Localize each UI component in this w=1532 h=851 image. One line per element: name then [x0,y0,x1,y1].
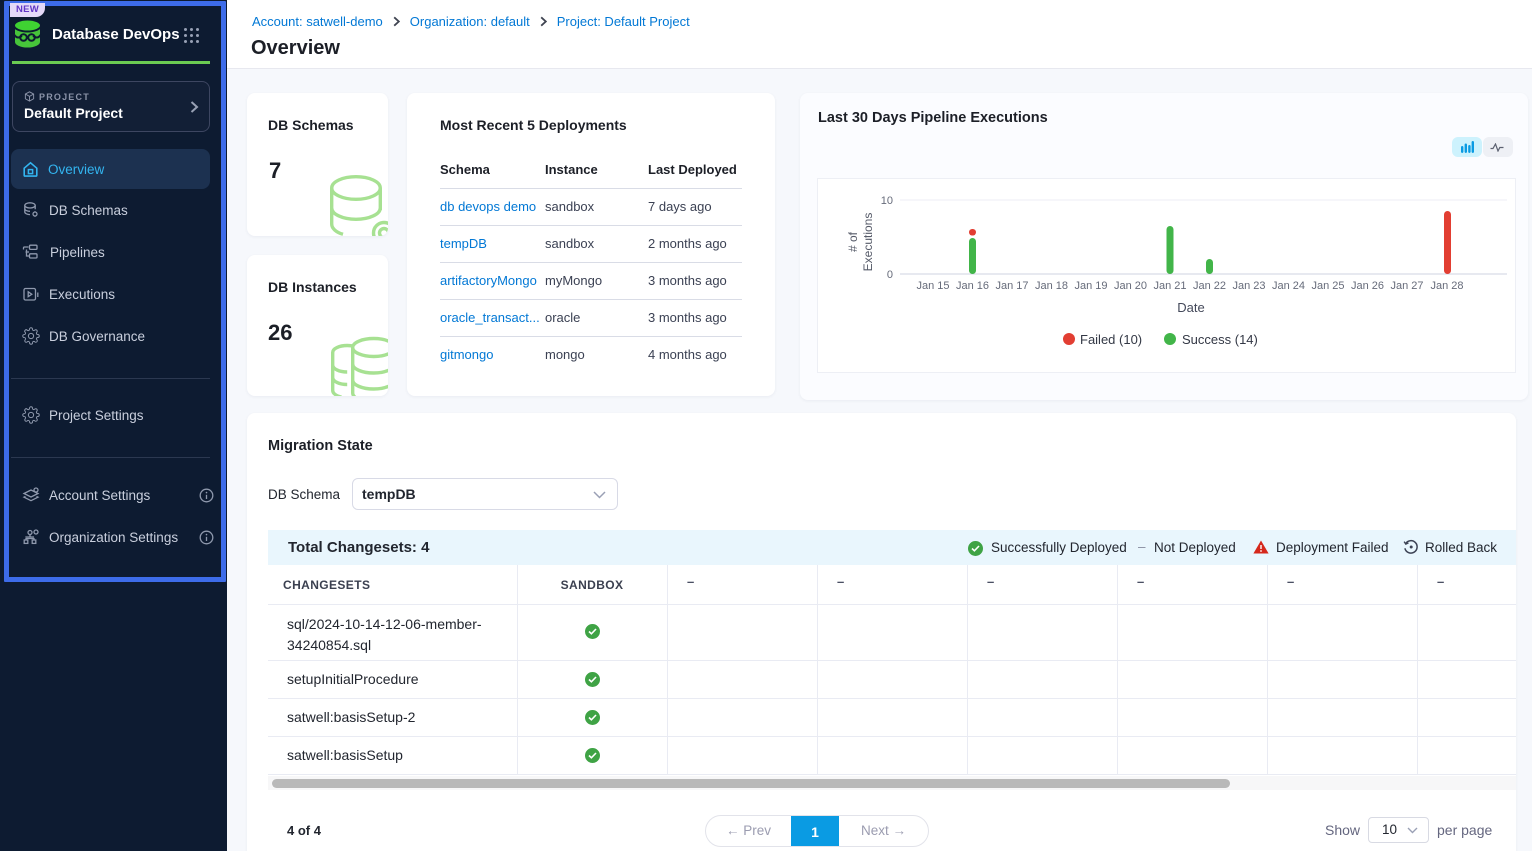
svg-text:Jan 26: Jan 26 [1351,280,1384,292]
svg-text:Jan 25: Jan 25 [1311,280,1344,292]
svg-text:Jan 19: Jan 19 [1074,280,1107,292]
svg-text:Executions: Executions [861,213,875,272]
svg-text:# of: # of [846,231,860,252]
svg-text:Jan 22: Jan 22 [1193,280,1226,292]
svg-text:Jan 20: Jan 20 [1114,280,1147,292]
svg-text:Jan 18: Jan 18 [1035,280,1068,292]
svg-text:Jan 24: Jan 24 [1272,280,1305,292]
svg-text:Failed (10): Failed (10) [1080,332,1142,347]
svg-text:Success (14): Success (14) [1182,332,1258,347]
svg-text:Date: Date [1177,300,1204,315]
svg-text:0: 0 [887,269,893,281]
svg-text:Jan 23: Jan 23 [1232,280,1265,292]
svg-text:Jan 17: Jan 17 [995,280,1028,292]
svg-text:Jan 28: Jan 28 [1430,280,1463,292]
svg-text:Jan 16: Jan 16 [956,280,989,292]
svg-text:Jan 15: Jan 15 [916,280,949,292]
svg-text:10: 10 [881,195,893,207]
svg-text:Jan 21: Jan 21 [1153,280,1186,292]
svg-text:Jan 27: Jan 27 [1390,280,1423,292]
